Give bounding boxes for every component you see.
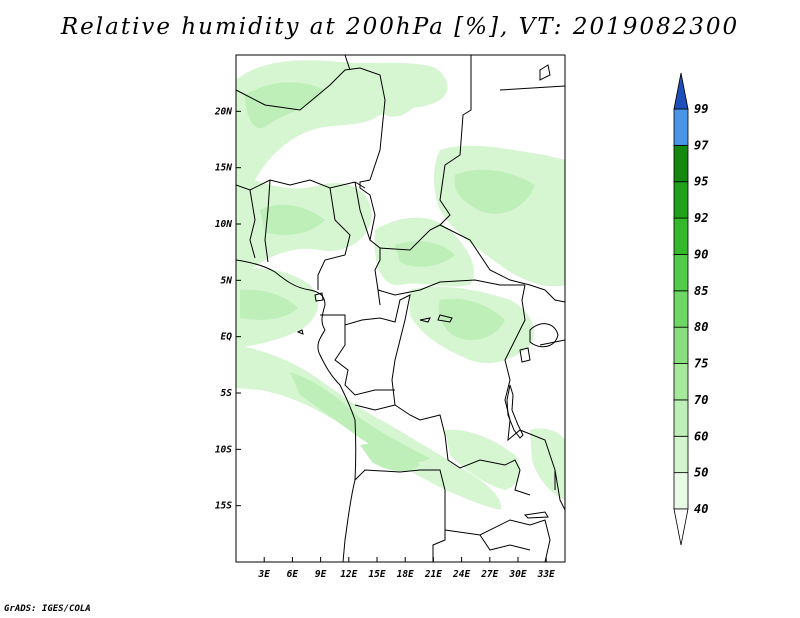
colorbar-box	[673, 435, 689, 474]
lat-tick-label: 5S	[221, 388, 233, 399]
humidity-region	[380, 91, 415, 117]
colorbar-label: 85	[694, 284, 708, 298]
humidity-region	[236, 60, 448, 205]
colorbar-box	[673, 326, 689, 364]
lat-tick-label: 15S	[215, 501, 232, 512]
lake-border	[519, 347, 531, 363]
humidity-shading	[236, 60, 565, 510]
colorbar-box	[673, 181, 689, 219]
lon-tick-label: 21E	[424, 569, 442, 580]
map-frame	[235, 54, 566, 563]
lake-border	[529, 323, 559, 348]
lon-tick-label: 12E	[340, 569, 357, 580]
humidity-region	[445, 429, 521, 490]
lon-tick-label: 18E	[397, 569, 414, 580]
colorbar-bottom-triangle	[673, 508, 689, 546]
border-line	[354, 404, 396, 411]
lat-tick-label: 5N	[221, 275, 233, 286]
colorbar-label: 75	[694, 357, 708, 371]
colorbar-label: 95	[694, 175, 708, 189]
colorbar-box	[673, 290, 689, 328]
lat-tick-label: 10S	[215, 444, 232, 455]
border-line	[554, 469, 565, 511]
colorbar-label: 50	[694, 466, 708, 480]
colorbar-box	[673, 399, 689, 437]
lake-border	[539, 64, 551, 81]
border-line	[236, 67, 386, 181]
border-line	[439, 224, 546, 291]
lat-tick-label: 10N	[215, 219, 232, 230]
humidity-region	[438, 298, 505, 340]
border-line	[354, 469, 446, 562]
colorbar-box	[673, 217, 689, 255]
lat-tick-label: EQ	[221, 332, 233, 343]
lake-border	[437, 314, 453, 323]
colorbar-top-triangle	[673, 72, 689, 110]
lon-tick-label: 27E	[480, 569, 498, 580]
lon-tick-label: 3E	[257, 569, 270, 580]
border-line	[539, 339, 565, 346]
lon-tick-label: 15E	[368, 569, 385, 580]
credit-label: GrADS: IGES/COLA	[4, 604, 91, 614]
border-line	[236, 179, 366, 191]
longitude-axis: 3E 6E 9E 12E 15E 18E 21E 24E 27E 30E 33E	[257, 557, 555, 580]
lake-border	[296, 329, 304, 335]
lake-border	[506, 384, 524, 439]
latitude-axis: 20N 15N 10N 5N EQ 5S 10S 15S	[214, 106, 241, 512]
humidity-region	[360, 443, 420, 472]
border-line	[479, 534, 531, 551]
humidity-region	[395, 241, 455, 267]
border-line	[249, 189, 256, 259]
colorbar-box	[673, 472, 689, 510]
humidity-region	[290, 372, 430, 463]
lake-border	[523, 511, 549, 519]
border-line	[444, 519, 551, 562]
colorbar-box	[673, 363, 689, 401]
colorbar-label: 70	[694, 393, 708, 407]
colorbar-label: 40	[694, 502, 708, 516]
colorbar-label: 60	[694, 429, 708, 443]
lon-tick-label: 24E	[452, 569, 470, 580]
border-line	[320, 294, 411, 406]
lon-tick-label: 30E	[508, 569, 526, 580]
lon-tick-label: 33E	[537, 569, 555, 580]
humidity-region	[454, 169, 535, 214]
coastline	[236, 259, 357, 562]
colorbar-box	[673, 144, 689, 183]
humidity-region	[245, 82, 325, 129]
lake-border	[419, 317, 431, 323]
colorbar: 40 50 60 70 75 80 85 90 92 95 97 99	[673, 72, 709, 546]
lon-tick-label: 6E	[287, 569, 299, 580]
border-line	[394, 404, 531, 496]
map-title: Relative humidity at 200hPa [%], VT: 201…	[60, 14, 740, 40]
colorbar-box	[673, 108, 689, 146]
colorbar-label: 92	[694, 211, 708, 225]
humidity-region	[260, 204, 325, 235]
border-line	[439, 55, 472, 226]
border-line	[264, 179, 271, 263]
country-borders	[236, 55, 565, 562]
border-line	[354, 181, 371, 241]
lat-tick-label: 20N	[214, 106, 232, 117]
border-line	[379, 224, 441, 251]
border-line	[317, 187, 351, 290]
lake-border	[314, 292, 324, 302]
colorbar-box	[673, 254, 689, 292]
border-line	[499, 85, 565, 91]
border-line	[377, 279, 525, 296]
lat-tick-label: 15N	[215, 163, 232, 174]
colorbar-label: 97	[694, 138, 709, 152]
humidity-region	[530, 428, 565, 500]
colorbar-label: 90	[694, 247, 708, 261]
humidity-region	[240, 289, 298, 320]
border-line	[344, 55, 351, 71]
colorbar-label: 80	[694, 320, 708, 334]
border-line	[334, 325, 395, 396]
colorbar-label: 99	[694, 102, 708, 116]
border-line	[544, 289, 565, 303]
lon-tick-label: 9E	[315, 569, 327, 580]
